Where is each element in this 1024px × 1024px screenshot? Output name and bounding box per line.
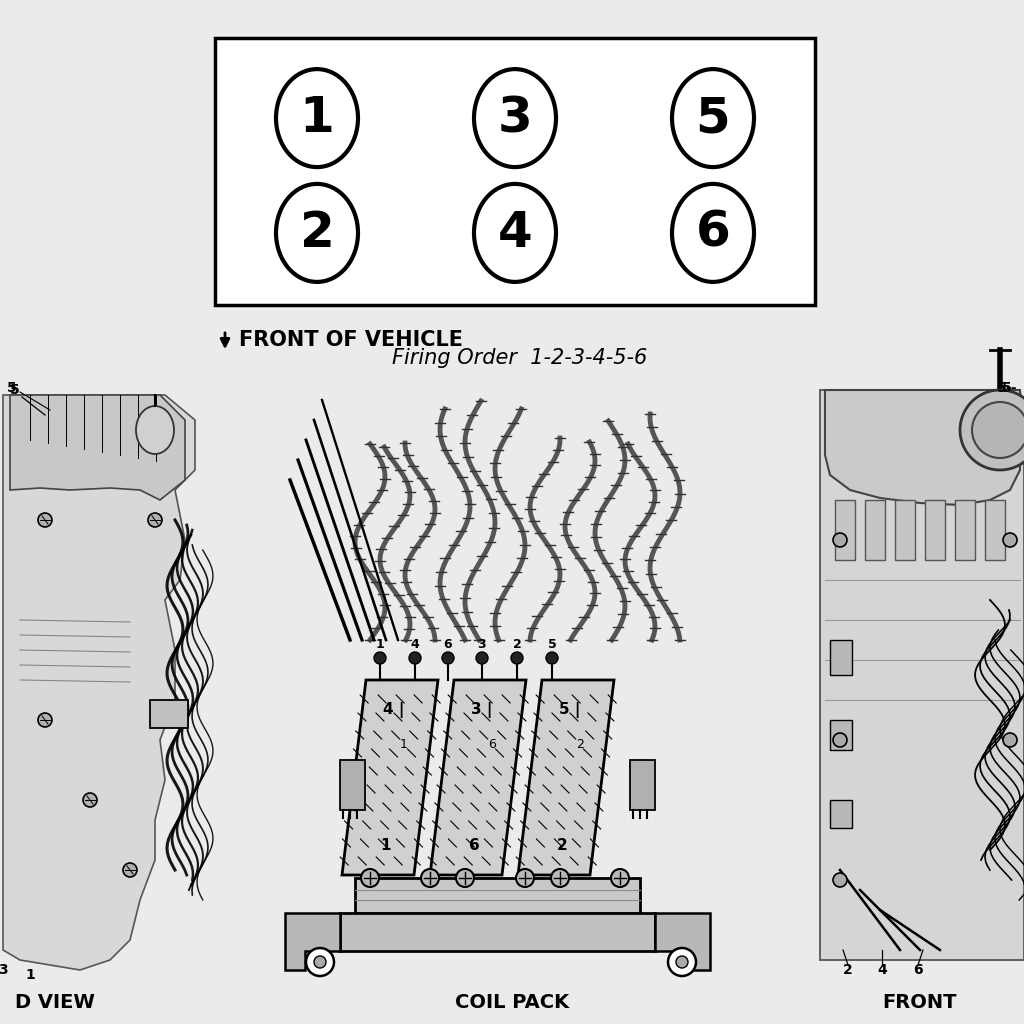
Bar [340,760,365,810]
Text: 5-: 5- [1002,381,1018,395]
Text: 5-: 5- [997,381,1013,395]
Circle shape [511,652,523,664]
Bar [355,878,640,913]
Text: 4 |: 4 | [383,702,404,718]
Circle shape [961,390,1024,470]
Circle shape [361,869,379,887]
Circle shape [676,956,688,968]
Text: 2: 2 [577,738,584,752]
Text: 3: 3 [498,94,532,142]
Circle shape [972,402,1024,458]
Text: 5: 5 [548,639,556,651]
Bar [835,500,855,560]
Circle shape [374,652,386,664]
Circle shape [421,869,439,887]
Circle shape [456,869,474,887]
Ellipse shape [474,69,556,167]
Text: COIL PACK: COIL PACK [455,993,569,1013]
Bar [830,800,852,828]
Circle shape [123,863,137,877]
Circle shape [833,873,847,887]
Circle shape [409,652,421,664]
Bar [925,500,945,560]
Ellipse shape [276,69,358,167]
Bar [955,500,975,560]
Bar [830,720,852,750]
Text: 2: 2 [557,838,567,853]
Text: 5 |: 5 | [559,702,581,718]
Circle shape [611,869,629,887]
Circle shape [38,513,52,527]
Circle shape [833,534,847,547]
Text: 2: 2 [513,639,521,651]
Text: D VIEW: D VIEW [15,992,95,1012]
Text: 4: 4 [878,963,887,977]
Polygon shape [825,390,1020,505]
Circle shape [551,869,569,887]
Text: 5: 5 [7,381,16,395]
Text: 2: 2 [300,209,335,257]
Circle shape [476,652,488,664]
Bar [865,500,885,560]
Circle shape [516,869,534,887]
Polygon shape [430,680,526,874]
Text: 6: 6 [443,639,453,651]
Text: FRONT: FRONT [883,992,957,1012]
Text: 6: 6 [913,963,923,977]
Circle shape [83,793,97,807]
Bar [150,700,188,728]
Polygon shape [820,390,1024,961]
Text: 1: 1 [26,968,35,982]
Text: Firing Order  1-2-3-4-5-6: Firing Order 1-2-3-4-5-6 [392,348,647,368]
Ellipse shape [672,184,754,282]
Circle shape [1002,733,1017,746]
Text: 4: 4 [498,209,532,257]
Polygon shape [285,913,340,970]
Bar [830,640,852,675]
Text: 6: 6 [695,209,730,257]
Polygon shape [3,395,195,970]
Circle shape [442,652,454,664]
Bar [215,38,815,305]
Circle shape [546,652,558,664]
Circle shape [668,948,696,976]
Polygon shape [655,913,710,970]
Ellipse shape [136,406,174,454]
Circle shape [1002,534,1017,547]
Text: 3: 3 [0,963,8,977]
Text: 1: 1 [381,838,391,853]
Text: 3 |: 3 | [471,702,493,718]
Text: 4: 4 [411,639,420,651]
Text: 1: 1 [400,738,408,752]
Text: 1: 1 [376,639,384,651]
Ellipse shape [474,184,556,282]
Circle shape [38,713,52,727]
Text: FRONT OF VEHICLE: FRONT OF VEHICLE [239,330,463,350]
Circle shape [833,733,847,746]
Ellipse shape [672,69,754,167]
Bar [340,913,655,951]
Circle shape [306,948,334,976]
Circle shape [148,513,162,527]
Polygon shape [342,680,438,874]
Bar [985,500,1005,560]
Text: 1: 1 [300,94,335,142]
Polygon shape [518,680,614,874]
Text: 5: 5 [695,94,730,142]
Bar [630,760,655,810]
Text: 2: 2 [843,963,853,977]
Text: 5: 5 [10,383,19,397]
Ellipse shape [276,184,358,282]
Bar [895,500,915,560]
Circle shape [314,956,326,968]
Text: 6: 6 [469,838,479,853]
Polygon shape [10,395,185,500]
Text: 3: 3 [477,639,486,651]
Text: 6: 6 [488,738,496,752]
